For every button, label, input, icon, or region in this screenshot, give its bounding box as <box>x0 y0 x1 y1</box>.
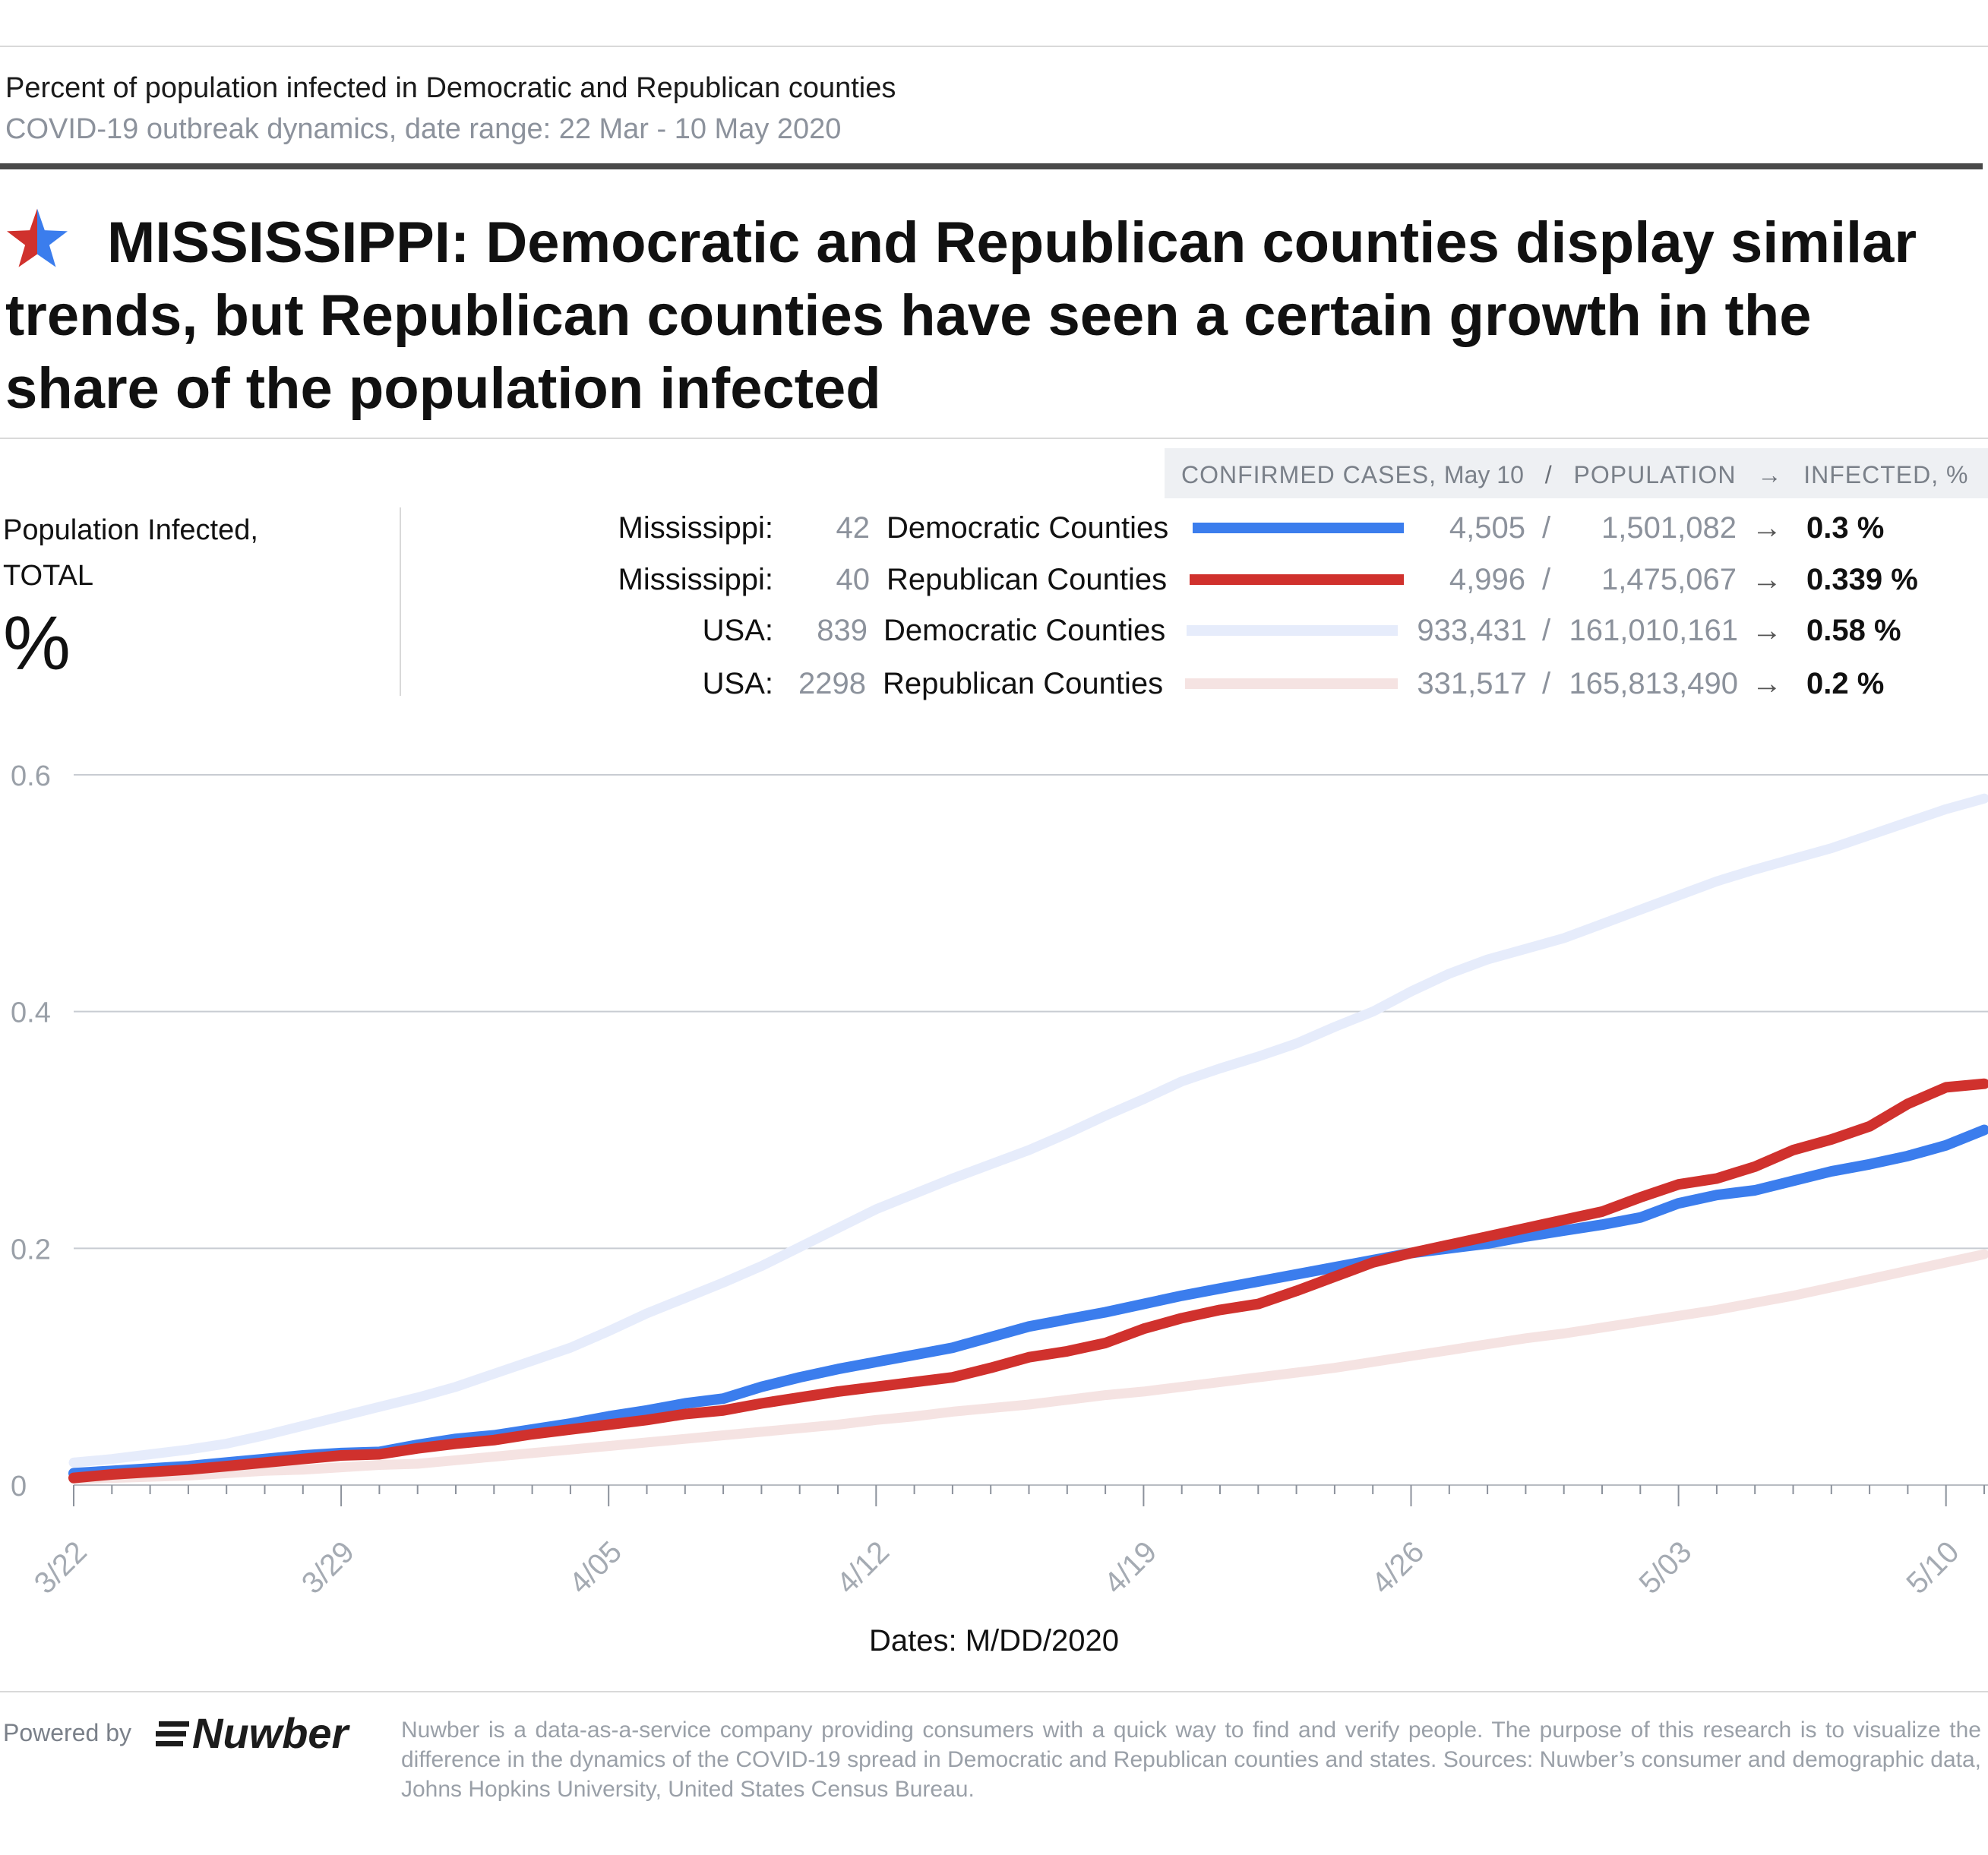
x-axis-title: Dates: M/DD/2020 <box>868 1624 1120 1657</box>
legend-header-box <box>1165 448 1988 498</box>
legend-slash: / <box>1542 511 1551 545</box>
legend-population: 1,475,067 <box>1601 563 1737 596</box>
legend-row-ms-rep: Mississippi: 40 Republican Counties 4,99… <box>0 557 1988 602</box>
powered-by-label: Powered by <box>3 1719 131 1746</box>
legend-slash: / <box>1542 614 1551 647</box>
legend-header-population: POPULATION <box>1573 461 1737 488</box>
legend-county-count: 42 <box>836 511 871 545</box>
legend-swatch-ms-rep <box>1190 574 1404 585</box>
legend-series-name: Republican Counties <box>887 563 1168 596</box>
legend-arrow: → <box>1752 511 1782 545</box>
legend-infected: 0.2 % <box>1806 667 1885 700</box>
series-line-usa-democratic-counties <box>68 793 1988 1468</box>
legend-population: 161,010,161 <box>1569 614 1738 647</box>
legend-population: 165,813,490 <box>1569 667 1738 700</box>
legend-swatch-us-rep <box>1185 678 1398 689</box>
legend-slash: / <box>1542 667 1551 700</box>
y-unit-label-line2: TOTAL <box>3 560 93 592</box>
legend-cases: 4,996 <box>1449 563 1525 596</box>
legend-population: 1,501,082 <box>1601 511 1737 545</box>
chart-header: Percent of population infected in Democr… <box>5 68 896 150</box>
legend-region: Mississippi: <box>618 511 773 545</box>
legend-cases: 933,431 <box>1417 614 1527 647</box>
chart-super-subtitle: COVID-19 outbreak dynamics, date range: … <box>5 113 842 145</box>
x-tick-label: 4/19 <box>1098 1535 1163 1601</box>
y-unit-label: Population Infected, TOTAL <box>3 507 258 599</box>
legend-header-date: May 10 <box>1443 461 1524 488</box>
percent-unit: % <box>3 601 71 686</box>
series-line-usa-republican-counties <box>68 1249 1988 1484</box>
x-axis: 3/22 3/29 4/05 4/12 4/19 4/26 5/03 5/10 <box>28 1484 1988 1601</box>
x-tick-label: 3/22 <box>28 1535 93 1601</box>
x-tick-label: 4/05 <box>563 1535 628 1601</box>
headline: MISSISSIPPI: Democratic and Republican c… <box>5 207 1950 425</box>
y-axis-ticks: 0 0.2 0.4 0.6 <box>11 760 51 1503</box>
headline-text: MISSISSIPPI: Democratic and Republican c… <box>5 210 1917 421</box>
legend-row-us-rep: USA: 2298 Republican Counties 331,517 / … <box>0 661 1988 706</box>
legend-arrow: → <box>1752 563 1782 596</box>
legend-header-arrow: → <box>1757 461 1783 488</box>
legend-region: USA: <box>702 667 773 700</box>
legend-county-count: 2298 <box>798 667 866 700</box>
x-tick-label: 4/26 <box>1365 1535 1430 1601</box>
legend-series-name: Democratic Counties <box>883 614 1166 647</box>
x-tick-label: 4/12 <box>830 1535 896 1601</box>
legend-region: Mississippi: <box>618 563 773 596</box>
thick-rule <box>0 163 1983 169</box>
y-tick-label: 0.4 <box>11 997 51 1029</box>
bottom-rule <box>0 1691 1988 1692</box>
x-tick-label: 3/29 <box>296 1535 361 1601</box>
legend-region: USA: <box>702 614 773 647</box>
legend-row-ms-dem: Mississippi: 42 Democratic Counties 4,50… <box>0 505 1988 551</box>
legend-header-infected: INFECTED, % <box>1803 461 1969 488</box>
grid-lines <box>74 774 1988 1250</box>
legend-series-name: Democratic Counties <box>887 511 1169 545</box>
legend-county-count: 839 <box>817 614 868 647</box>
x-tick-label: 5/10 <box>1900 1535 1965 1601</box>
nuwber-logo[interactable]: Nuwber <box>156 1709 357 1762</box>
nuwber-logo-text: Nuwber <box>192 1709 351 1757</box>
legend-arrow: → <box>1752 614 1782 647</box>
legend-row-us-dem: USA: 839 Democratic Counties 933,431 / 1… <box>0 608 1988 653</box>
footnote: Nuwber is a data-as-a-service company pr… <box>401 1718 1981 1802</box>
legend-cases: 4,505 <box>1449 511 1525 545</box>
legend-divider <box>400 507 401 696</box>
legend-swatch-ms-dem <box>1193 523 1404 533</box>
red-blue-star-icon <box>7 208 68 267</box>
legend-header: CONFIRMED CASES, May 10 / POPULATION → I… <box>1181 456 1968 494</box>
mid-rule <box>0 438 1988 439</box>
line-chart: 0 0.2 0.4 0.6 3/22 3/29 4/05 4/12 4/19 4/26 5/03 5… <box>11 760 1988 1601</box>
y-tick-label: 0.2 <box>11 1234 51 1266</box>
legend-swatch-us-dem <box>1187 625 1398 636</box>
legend-county-count: 40 <box>836 563 871 596</box>
legend-header-confirmed: CONFIRMED CASES, <box>1181 461 1437 488</box>
chart-super-title: Percent of population infected in Democr… <box>5 72 896 104</box>
x-tick-label: 5/03 <box>1632 1535 1698 1601</box>
legend-slash: / <box>1542 563 1551 596</box>
top-rule <box>0 46 1988 47</box>
legend-infected: 0.58 % <box>1806 614 1901 647</box>
legend-cases: 331,517 <box>1417 667 1527 700</box>
nuwber-logo-mark-icon <box>156 1721 189 1746</box>
legend-header-sep: / <box>1544 461 1553 488</box>
legend-series-name: Republican Counties <box>883 667 1164 700</box>
series-line-mississippi-republican-counties <box>68 1078 1988 1484</box>
legend-infected: 0.3 % <box>1806 511 1885 545</box>
legend-arrow: → <box>1752 667 1782 700</box>
series-group <box>68 793 1988 1484</box>
y-unit-label-line1: Population Infected, <box>3 514 258 546</box>
y-tick-label: 0.6 <box>11 760 51 792</box>
y-tick-label: 0 <box>11 1471 27 1503</box>
legend-infected: 0.339 % <box>1806 563 1918 596</box>
